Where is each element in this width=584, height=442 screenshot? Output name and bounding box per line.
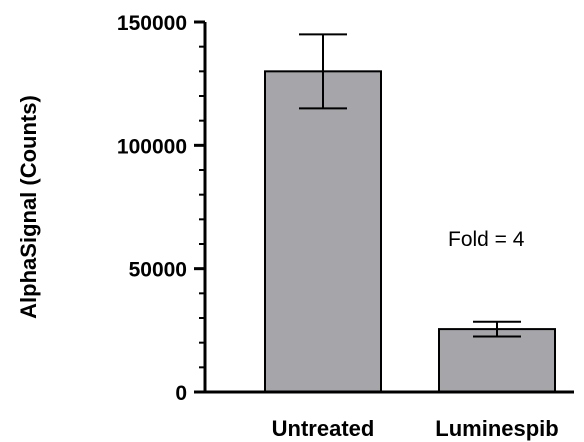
fold-annotation: Fold = 4 (448, 228, 525, 251)
axes-layer: Untreated Luminespib 0 50000 100000 150000 (117, 12, 574, 441)
y-tick-label: 100000 (117, 135, 187, 158)
y-tick-label: 150000 (117, 12, 187, 35)
y-tick-label: 50000 (129, 259, 187, 282)
x-tick-label-luminespib: Luminespib (435, 416, 558, 441)
bar-luminespib (438, 328, 556, 394)
y-axis-title: AlphaSignal (Counts) (16, 95, 41, 319)
y-tick-label: 0 (175, 382, 187, 405)
bars-layer (264, 33, 556, 394)
x-tick-label-untreated: Untreated (272, 416, 375, 441)
bar-untreated (264, 70, 382, 393)
